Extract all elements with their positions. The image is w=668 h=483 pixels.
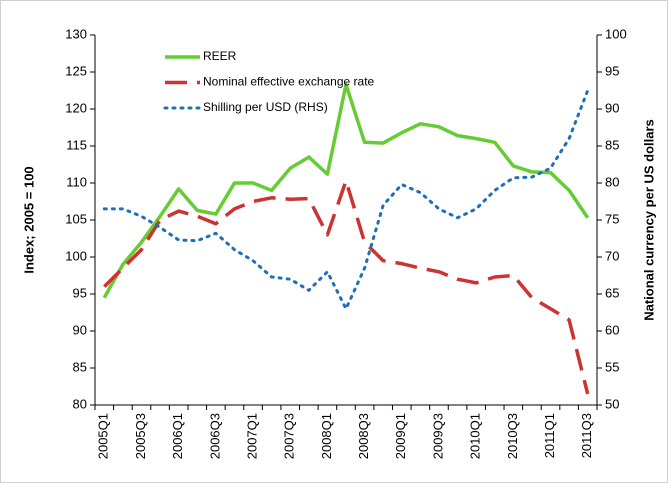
x-tick-label: 2010Q3	[505, 413, 520, 459]
legend-label: Shilling per USD (RHS)	[203, 100, 328, 114]
y-tick-label: 85	[73, 359, 87, 374]
y2-tick-label: 75	[605, 211, 619, 226]
x-tick-label: 2008Q1	[319, 413, 334, 459]
legend-label: REER	[203, 49, 237, 63]
y-tick-label: 90	[73, 322, 87, 337]
x-tick-label: 2009Q1	[393, 413, 408, 459]
x-tick-label: 2008Q3	[356, 413, 371, 459]
y2-tick-label: 90	[605, 100, 619, 115]
x-tick-label: 2005Q3	[133, 413, 148, 459]
y2-tick-label: 80	[605, 174, 619, 189]
x-tick-label: 2007Q3	[282, 413, 297, 459]
y2-axis-title: National currency per US dollars	[641, 119, 656, 321]
y-tick-label: 80	[73, 396, 87, 411]
x-tick-label: 2006Q3	[207, 413, 222, 459]
x-tick-label: 2009Q3	[430, 413, 445, 459]
y2-tick-label: 100	[605, 26, 627, 41]
legend-label: Nominal effective exchange rate	[203, 75, 375, 89]
legend: REER Nominal effective exchange rate Shill…	[163, 49, 375, 114]
y-tick-label: 130	[65, 26, 87, 41]
y-tick-label: 125	[65, 63, 87, 78]
x-tick-label: 2010Q1	[468, 413, 483, 459]
y2-tick-label: 55	[605, 359, 619, 374]
y2-tick-label: 95	[605, 63, 619, 78]
y-axis-title: Index; 2005 = 100	[21, 166, 36, 273]
y-tick-label: 95	[73, 285, 87, 300]
series-line	[103, 179, 590, 395]
y2-tick-label: 70	[605, 248, 619, 263]
x-tick-label: 2006Q1	[170, 413, 185, 459]
y2-tick-label: 60	[605, 322, 619, 337]
x-tick-label: 2011Q1	[542, 413, 557, 458]
y-tick-label: 100	[65, 248, 87, 263]
x-tick-label: 2007Q1	[244, 413, 259, 459]
x-tick-label: 2005Q1	[96, 413, 111, 459]
y-tick-label: 115	[66, 137, 87, 152]
y2-tick-label: 50	[605, 396, 619, 411]
x-tick-label: 2011Q3	[579, 413, 594, 458]
y-tick-label: 105	[65, 211, 87, 226]
y-tick-label: 110	[66, 174, 87, 189]
y2-tick-label: 85	[605, 137, 619, 152]
series-line	[102, 82, 590, 299]
y-tick-label: 120	[65, 100, 87, 115]
series-line	[102, 89, 590, 311]
y2-tick-label: 65	[605, 285, 619, 300]
